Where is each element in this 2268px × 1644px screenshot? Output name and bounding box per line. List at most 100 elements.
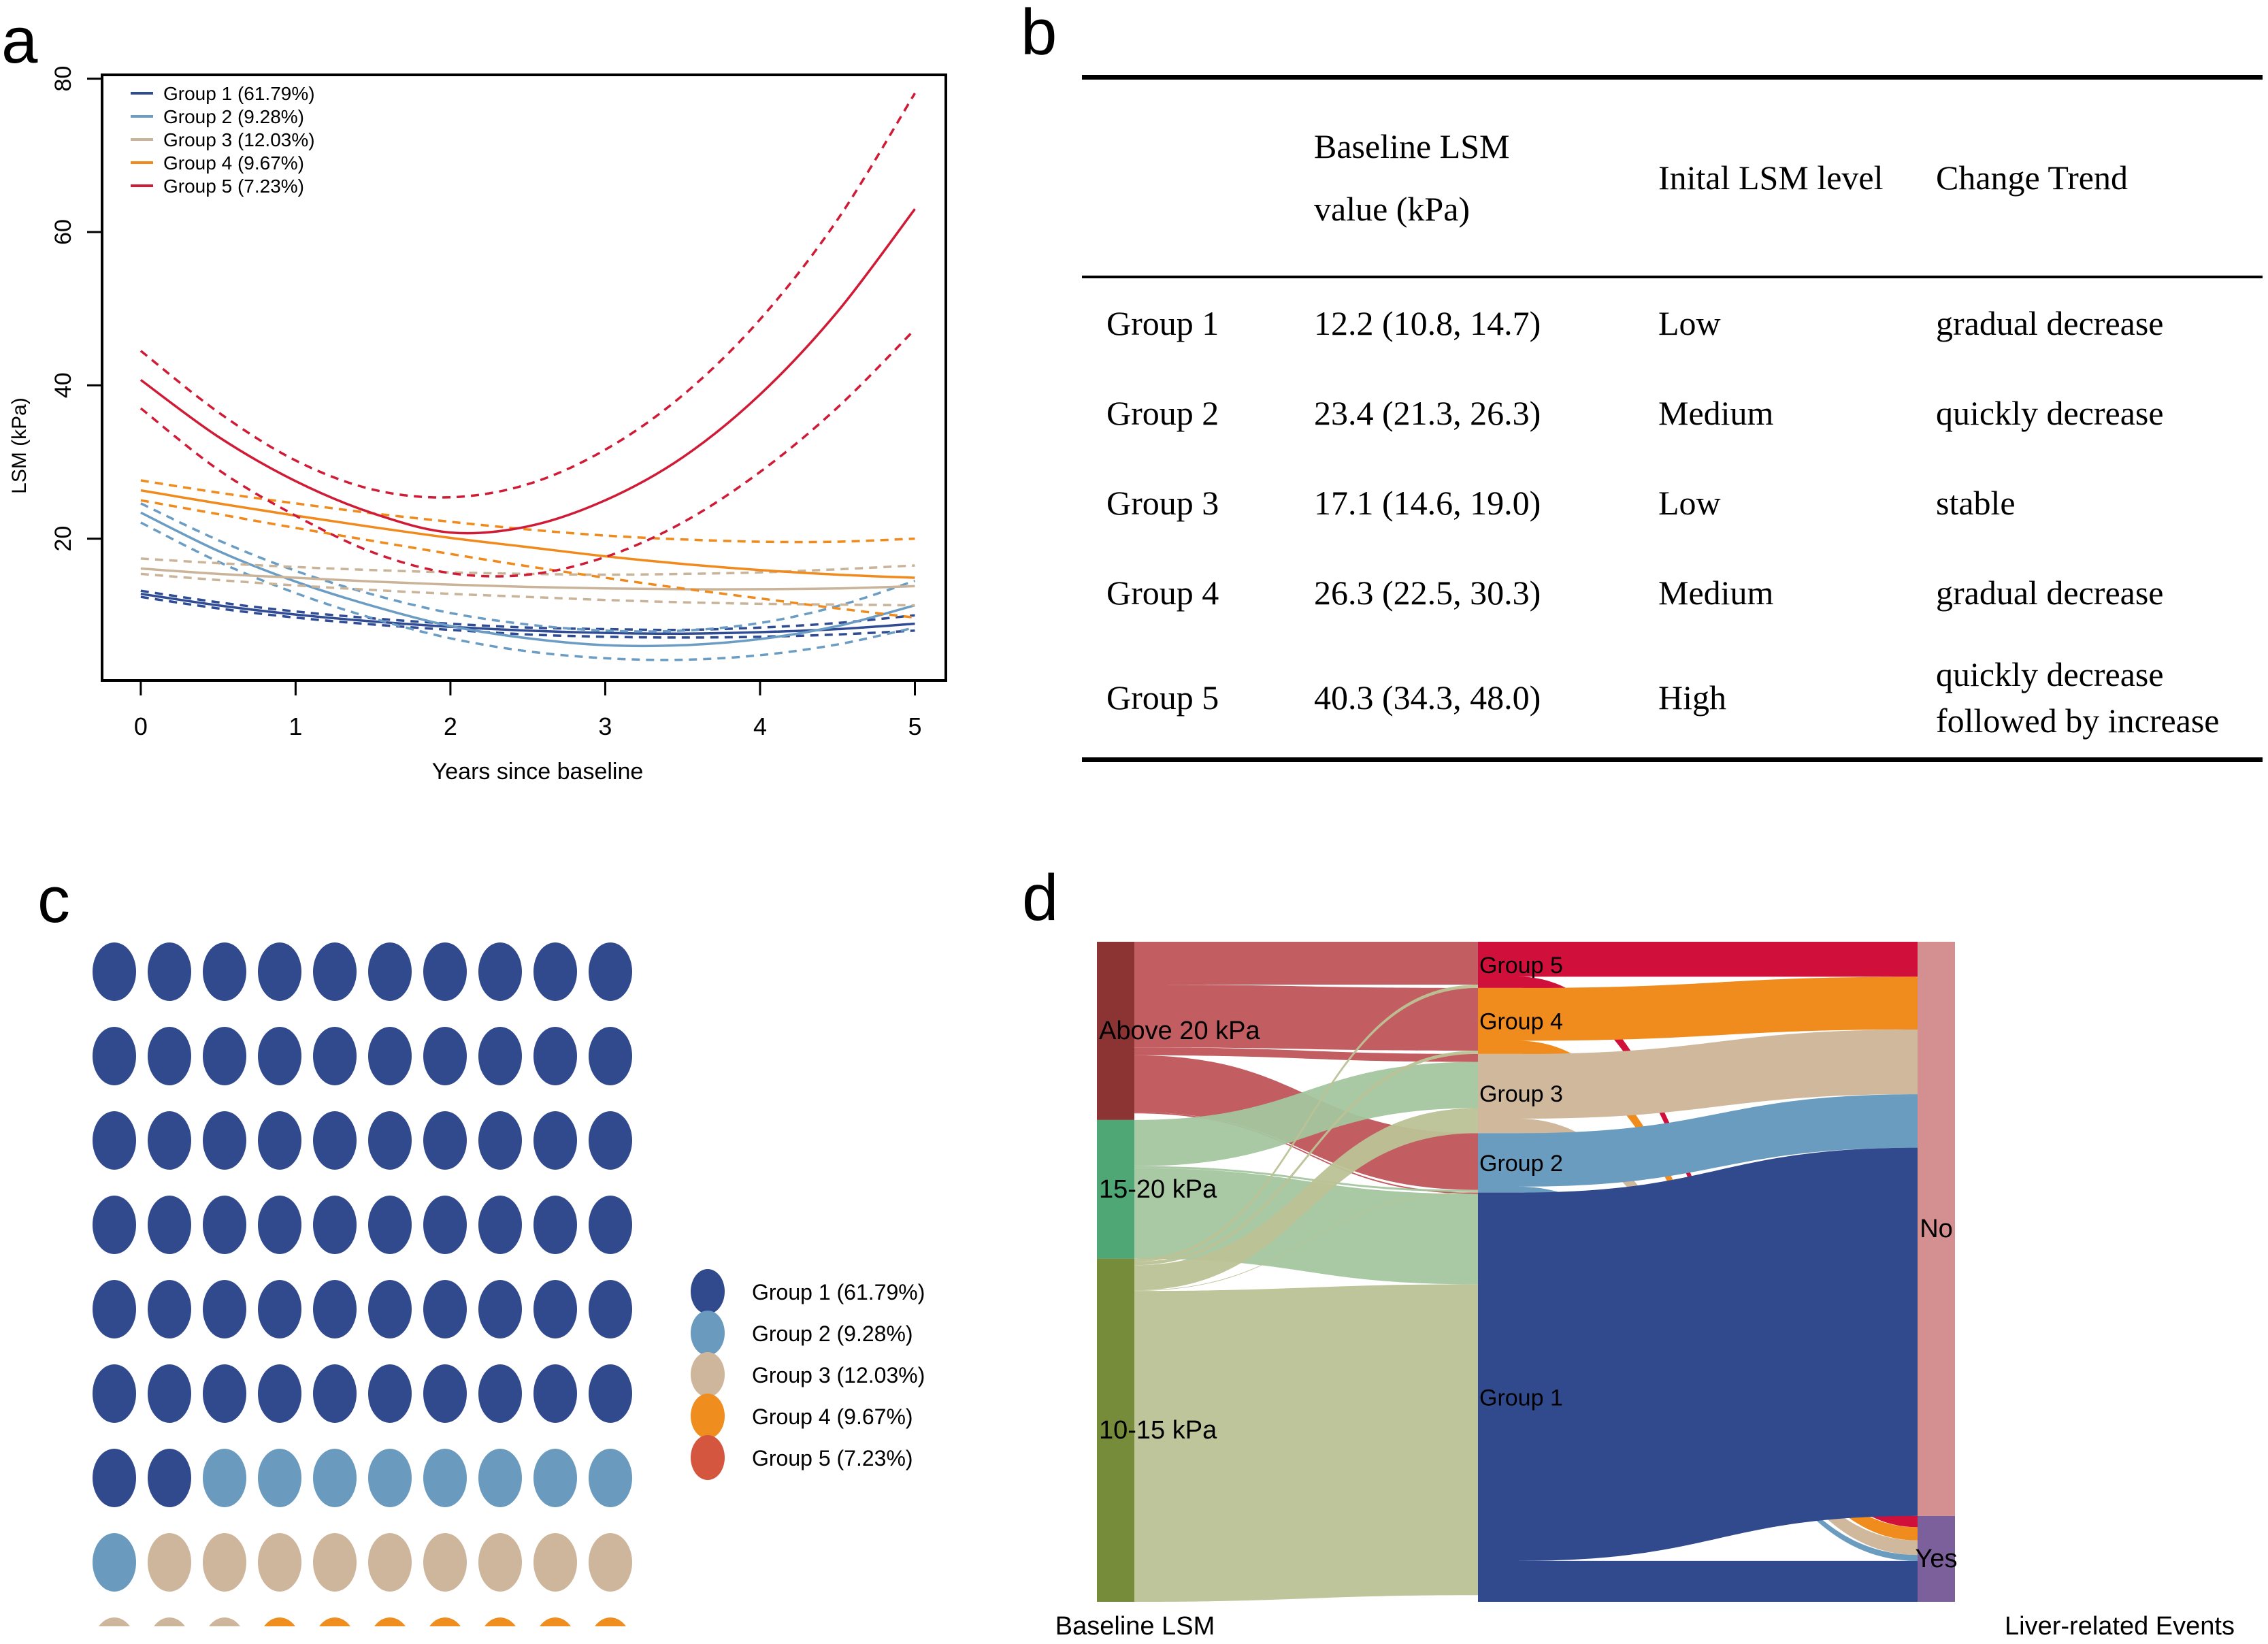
axis-label-baseline-lsm: Baseline LSM: [1055, 1612, 1215, 1641]
waffle-dot-group-1: [423, 1027, 467, 1085]
waffle-dot-group-1: [258, 942, 301, 1001]
waffle-dot-group-3: [203, 1533, 246, 1592]
waffle-dot-group-1: [533, 1280, 577, 1338]
waffle-dot-group-1: [148, 1196, 191, 1254]
waffle-dot-group-3: [154, 1617, 185, 1626]
sankey-node-yes: [1918, 1515, 1955, 1602]
x-axis-label: Years since baseline: [432, 759, 644, 785]
legend-dot-group-2: [691, 1311, 725, 1355]
waffle-dot-group-1: [93, 942, 136, 1001]
series-2-mean-line: [140, 511, 915, 648]
sankey-node-label-g5: Group 5: [1479, 953, 1563, 979]
waffle-dot-group-1: [203, 942, 246, 1001]
series-4-lower-ci-line: [140, 499, 915, 619]
waffle-dot-group-1: [93, 1027, 136, 1085]
waffle-dot-group-1: [368, 942, 412, 1001]
waffle-dot-group-1: [368, 1280, 412, 1338]
waffle-dot-group-3: [423, 1533, 467, 1592]
panel-label-c: c: [37, 864, 70, 936]
plot-frame: [101, 73, 947, 682]
sankey-link-g4-to-no: [1519, 976, 1918, 1041]
x-tick-label: 5: [908, 712, 921, 740]
cell-baseline: 26.3 (22.5, 30.3): [1314, 574, 1541, 612]
waffle-dot-group-1: [313, 942, 357, 1001]
cell-trend: gradual decrease: [1936, 304, 2164, 342]
sankey-node-label-g1: Group 1: [1479, 1385, 1563, 1411]
waffle-dot-group-3: [313, 1533, 357, 1592]
cell-trend: gradual decrease: [1936, 574, 2164, 612]
cell-group: Group 5: [1106, 678, 1219, 717]
waffle-dot-group-1: [203, 1280, 246, 1338]
waffle-dot-group-1: [93, 1449, 136, 1507]
waffle-dot-group-1: [423, 1364, 467, 1423]
waffle-dot-group-1: [478, 1027, 522, 1085]
waffle-dot-group-1: [589, 1280, 632, 1338]
waffle-dot-group-2: [423, 1449, 467, 1507]
panel-label-a: a: [1, 4, 38, 77]
waffle-dot-group-2: [258, 1449, 301, 1507]
waffle-dot-group-1: [93, 1280, 136, 1338]
sankey-node-above20: [1097, 942, 1134, 1120]
table-row: Group 1 12.2 (10.8, 14.7) Low gradual de…: [1082, 277, 2263, 368]
waffle-dot-group-4: [484, 1617, 516, 1626]
waffle-dot-group-1: [203, 1111, 246, 1170]
sankey-link-g1-to-no: [1519, 1147, 1918, 1561]
waffle-dot-group-1: [93, 1196, 136, 1254]
waffle-dot-group-1: [478, 1280, 522, 1338]
legend-label-group-5: Group 5 (7.23%): [752, 1446, 913, 1470]
waffle-dot-group-1: [423, 1196, 467, 1254]
waffle-dot-group-1: [533, 942, 577, 1001]
legend-dot-group-4: [691, 1394, 725, 1438]
legend-label-group-1: Group 1 (61.79%): [752, 1280, 925, 1304]
series-4-mean-line: [140, 489, 915, 579]
sankey-link-above20-to-g5: [1134, 942, 1478, 985]
cell-group: Group 1: [1106, 304, 1219, 342]
sankey-link-g5-to-no: [1519, 942, 1918, 977]
waffle-dot-group-1: [313, 1027, 357, 1085]
cell-trend-line2: followed by increase: [1936, 702, 2220, 740]
cell-baseline: 17.1 (14.6, 19.0): [1314, 484, 1541, 522]
waffle-dot-group-3: [478, 1533, 522, 1592]
sankey-node-no: [1918, 942, 1955, 1516]
waffle-dot-group-1: [203, 1364, 246, 1423]
sankey-link-g2-to-no: [1519, 1094, 1918, 1187]
series-4-upper-ci-line: [140, 479, 915, 544]
waffle-dot-group-2: [368, 1449, 412, 1507]
waffle-dot-group-1: [258, 1111, 301, 1170]
waffle-dot-group-1: [533, 1027, 577, 1085]
cell-group: Group 4: [1106, 574, 1219, 612]
waffle-dot-group-3: [258, 1533, 301, 1592]
waffle-dot-group-1: [148, 1364, 191, 1423]
waffle-dot-group-1: [368, 1111, 412, 1170]
waffle-dot-group-1: [148, 942, 191, 1001]
series-5-upper-ci-line: [139, 93, 916, 499]
series-1-mean-line: [140, 592, 915, 636]
sankey-link-15to20-to-g2: [1134, 1166, 1478, 1192]
waffle-dot-group-2: [203, 1449, 246, 1507]
header-level: Inital LSM level: [1658, 159, 1884, 197]
sankey-node-g5: [1478, 942, 1519, 988]
panel-label-b: b: [1021, 0, 1057, 69]
cell-baseline: 40.3 (34.3, 48.0): [1314, 678, 1541, 717]
sankey-link-10to15-to-g5: [1134, 985, 1478, 1262]
cell-group: Group 3: [1106, 484, 1219, 522]
waffle-dot-group-1: [148, 1111, 191, 1170]
waffle-dot-group-3: [368, 1533, 412, 1592]
panel-label-d: d: [1022, 861, 1059, 934]
sankey-link-above20-to-g3: [1134, 1047, 1478, 1062]
series-5-lower-ci-line: [139, 328, 916, 578]
waffle-dot-group-1: [258, 1280, 301, 1338]
sankey-link-g3-to-no: [1519, 1030, 1918, 1119]
waffle-dot-group-4: [595, 1617, 626, 1626]
waffle-dot-group-3: [99, 1617, 130, 1626]
header-baseline: Baseline LSM value (kPa): [1314, 78, 1649, 278]
cell-level: High: [1658, 678, 1726, 717]
group-waffle-chart: Group 1 (61.79%) Group 2 (9.28%) Group 3 (…: [93, 942, 925, 1626]
waffle-dot-group-1: [589, 1027, 632, 1085]
x-tick-label: 0: [134, 712, 148, 740]
waffle-dot-group-4: [374, 1617, 406, 1626]
cell-level: Low: [1658, 484, 1721, 522]
waffle-dot-group-1: [203, 1196, 246, 1254]
waffle-dot-group-1: [423, 942, 467, 1001]
y-tick-label: 20: [50, 526, 76, 552]
